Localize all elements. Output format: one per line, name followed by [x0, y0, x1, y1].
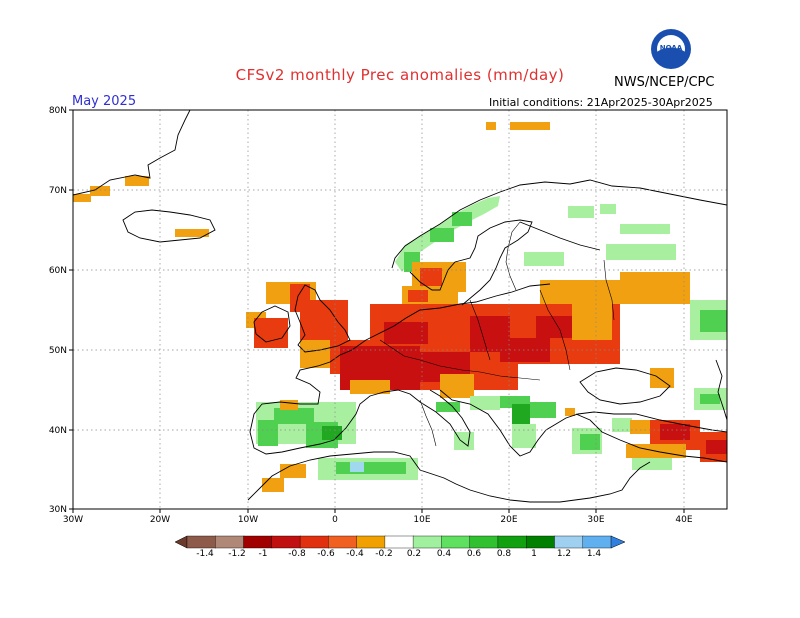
colorbar-cell — [215, 535, 245, 549]
colorbar-cell — [412, 535, 443, 549]
colorbar-tick-0-4: 0.4 — [437, 549, 452, 559]
colorbar-cell — [299, 535, 330, 549]
colorbar-tick-0-2: 0.2 — [407, 549, 421, 559]
initial-conditions: Initial conditions: 21Apr2025-30Apr2025 — [489, 96, 713, 109]
colorbar-tick-m0-6: -0.6 — [317, 549, 335, 559]
chart-title: CFSv2 monthly Prec anomalies (mm/day) — [235, 66, 565, 84]
colorbar-tick-m0-4: -0.4 — [346, 549, 364, 559]
colorbar-tick-m1-2: -1.2 — [228, 549, 246, 559]
colorbar-tick-0-8: 0.8 — [497, 549, 512, 559]
lat-label-80n: 80N — [49, 106, 67, 116]
colorbar-cell — [356, 535, 386, 549]
colorbar-cell — [554, 535, 584, 549]
colorbar-tick-0-6: 0.6 — [467, 549, 482, 559]
colorbar-left-arrow — [174, 535, 188, 549]
colorbar-tick-m1: -1 — [259, 549, 268, 559]
map-frame — [72, 109, 728, 510]
colorbar-cell — [526, 535, 556, 549]
anomaly-fields — [73, 122, 727, 492]
colorbar-cell — [186, 535, 216, 549]
colorbar-tick-1-4: 1.4 — [587, 549, 602, 559]
colorbar-cell — [328, 535, 358, 549]
lon-label-0: 0 — [332, 515, 338, 525]
colorbar-cell — [271, 535, 301, 549]
lat-label-70n: 70N — [49, 186, 67, 196]
lon-label-10w: 10W — [238, 515, 258, 525]
colorbar-right-arrow — [610, 535, 626, 549]
colorbar-cell — [582, 535, 612, 549]
colorbar-tick-1-2: 1.2 — [557, 549, 571, 559]
longitude-labels: 30W 20W 10W 0 10E 20E 30E 40E — [63, 515, 693, 525]
forecast-month: May 2025 — [72, 94, 137, 109]
colorbar-cell — [384, 535, 414, 549]
lon-label-20w: 20W — [150, 515, 170, 525]
colorbar-tick-m1-4: -1.4 — [196, 549, 214, 559]
lon-label-30w: 30W — [63, 515, 83, 525]
lon-label-20e: 20E — [500, 515, 517, 525]
colorbar-tick-1: 1 — [531, 549, 537, 559]
lat-label-60n: 60N — [49, 266, 67, 276]
colorbar-cell — [243, 535, 273, 549]
lon-label-10e: 10E — [413, 515, 430, 525]
colorbar-cell — [497, 535, 527, 549]
lat-label-40n: 40N — [49, 426, 67, 436]
colorbar: -1.4 -1.2 -1 -0.8 -0.6 -0.4 -0.2 0.2 0.4… — [174, 535, 626, 559]
gridlines — [73, 110, 727, 509]
logo-text: NOAA — [660, 44, 683, 52]
colorbar-cell — [441, 535, 471, 549]
lon-label-40e: 40E — [675, 515, 692, 525]
axis-ticks — [69, 109, 685, 513]
lat-label-50n: 50N — [49, 346, 67, 356]
lat-label-30n: 30N — [49, 505, 67, 515]
colorbar-cell — [469, 535, 499, 549]
latitude-labels: 80N 70N 60N 50N 40N 30N — [49, 106, 67, 515]
colorbar-tick-m0-2: -0.2 — [375, 549, 393, 559]
lon-label-30e: 30E — [587, 515, 604, 525]
colorbar-tick-m0-8: -0.8 — [288, 549, 306, 559]
noaa-logo: NOAA — [650, 28, 692, 70]
agency-label: NWS/NCEP/CPC — [614, 75, 715, 90]
